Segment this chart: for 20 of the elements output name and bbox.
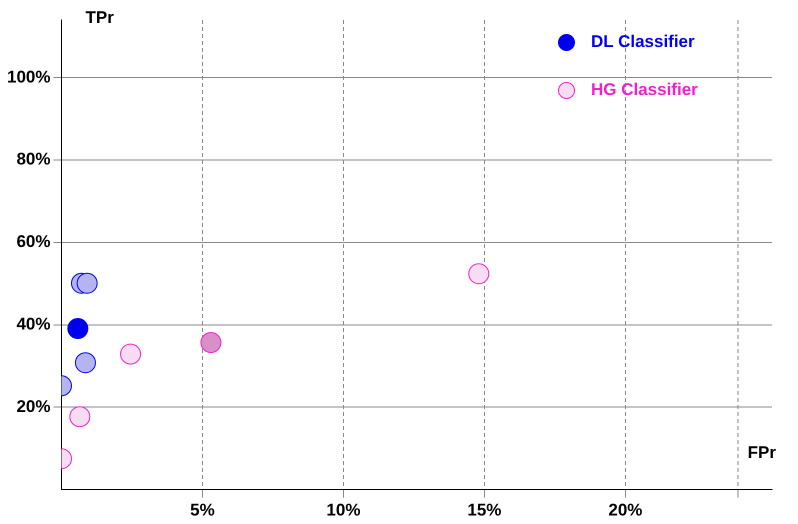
legend-label: HG Classifier xyxy=(591,80,698,100)
x-tick-label: 10% xyxy=(326,500,360,520)
y-tick-label: 60% xyxy=(16,232,50,252)
x-tick-label: 20% xyxy=(608,500,642,520)
x-tick-label: 5% xyxy=(190,500,215,520)
y-axis-title: TPr xyxy=(85,8,114,28)
legend-label: DL Classifier xyxy=(591,32,695,52)
point xyxy=(74,352,96,374)
point xyxy=(76,272,98,294)
point xyxy=(69,406,90,428)
y-tick-label: 20% xyxy=(16,396,50,416)
point xyxy=(67,318,88,340)
y-tick-label: 40% xyxy=(16,314,50,334)
x-tick-label: 15% xyxy=(467,500,502,520)
point xyxy=(200,332,222,354)
x-axis-title: FPr xyxy=(748,442,776,462)
y-tick-label: 80% xyxy=(16,150,50,169)
point xyxy=(120,344,142,365)
point xyxy=(468,263,490,284)
y-tick-label: 100% xyxy=(6,67,50,86)
